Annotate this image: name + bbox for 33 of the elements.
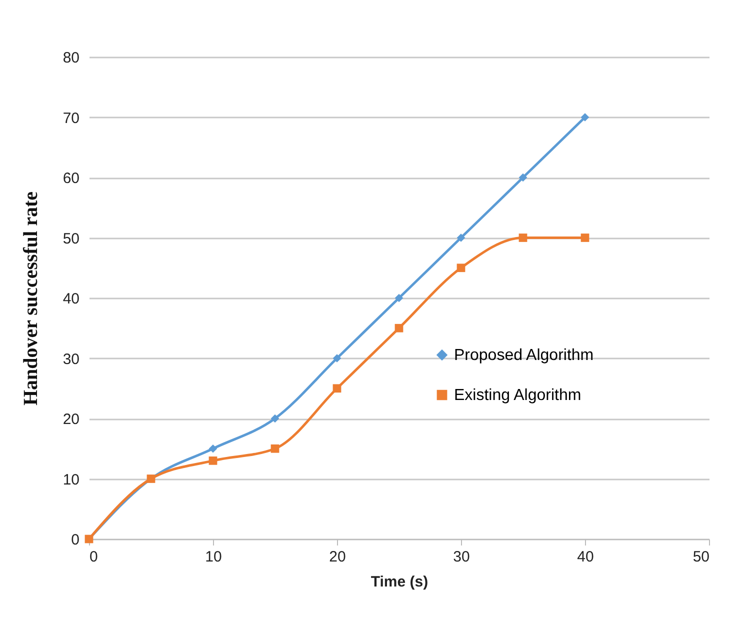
x-tick-label: 20 — [329, 548, 346, 566]
x-tick-label: 50 — [692, 548, 710, 566]
y-tick-label: 0 — [71, 532, 80, 548]
x-tick-label: 40 — [577, 548, 594, 566]
point — [208, 444, 218, 453]
x-tick-label: 0 — [90, 548, 98, 566]
point — [518, 234, 528, 242]
x-axis-title: Time (s) — [370, 574, 428, 590]
y-tick-label: 30 — [62, 350, 80, 368]
legend-label: Existing Algorithm — [454, 387, 582, 404]
x-tick-label: 10 — [205, 548, 222, 566]
point — [456, 234, 466, 242]
point — [270, 444, 280, 453]
point — [208, 456, 218, 465]
point — [580, 113, 590, 122]
y-tick-label: 80 — [62, 50, 80, 66]
point — [394, 294, 404, 302]
x-tick-label: 30 — [453, 548, 470, 566]
y-tick-label: 20 — [62, 411, 80, 428]
y-tick-label: 50 — [62, 230, 80, 248]
point — [518, 173, 528, 182]
point — [332, 384, 342, 393]
y-axis-title: Handover successful rate — [20, 191, 42, 406]
y-tick-label: 40 — [62, 290, 80, 308]
point — [270, 414, 280, 423]
y-tick-label: 60 — [62, 170, 80, 187]
y-tick-label: 10 — [62, 471, 80, 488]
point — [394, 324, 404, 332]
y-tick-label: 70 — [62, 110, 80, 127]
point — [332, 354, 342, 362]
legend-label: Proposed Algorithm — [454, 347, 594, 364]
point — [580, 234, 590, 242]
point — [456, 264, 466, 272]
